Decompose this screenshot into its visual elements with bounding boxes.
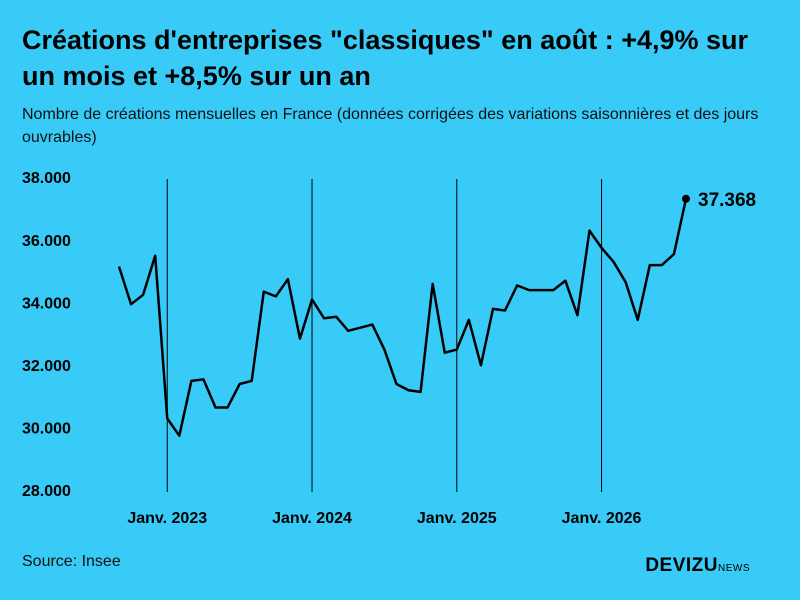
- data-line: [117, 198, 688, 437]
- y-tick-label: 36.000: [22, 233, 71, 250]
- y-tick-label: 34.000: [22, 295, 71, 312]
- brand: DEVIZUNEWS: [645, 555, 750, 577]
- chart-title: Créations d'entreprises "classiques" en …: [22, 25, 749, 91]
- brand-suffix: NEWS: [718, 563, 750, 574]
- y-tick-label: 28.000: [22, 483, 71, 500]
- value-label: 37.368: [698, 190, 756, 211]
- x-tick-label: Janv. 2023: [127, 510, 207, 527]
- y-tick-label: 30.000: [22, 421, 71, 438]
- end-point: [682, 194, 690, 203]
- y-tick-label: 38.000: [22, 170, 71, 187]
- y-tick-label: 32.000: [22, 358, 71, 375]
- chart-subtitle: Nombre de créations mensuelles en France…: [22, 106, 759, 146]
- x-tick-label: Janv. 2026: [562, 510, 642, 527]
- x-tick-label: Janv. 2025: [417, 510, 497, 527]
- x-tick-label: Janv. 2024: [272, 510, 352, 527]
- source: Source: Insee: [22, 553, 121, 570]
- brand-name: DEVIZU: [645, 555, 718, 576]
